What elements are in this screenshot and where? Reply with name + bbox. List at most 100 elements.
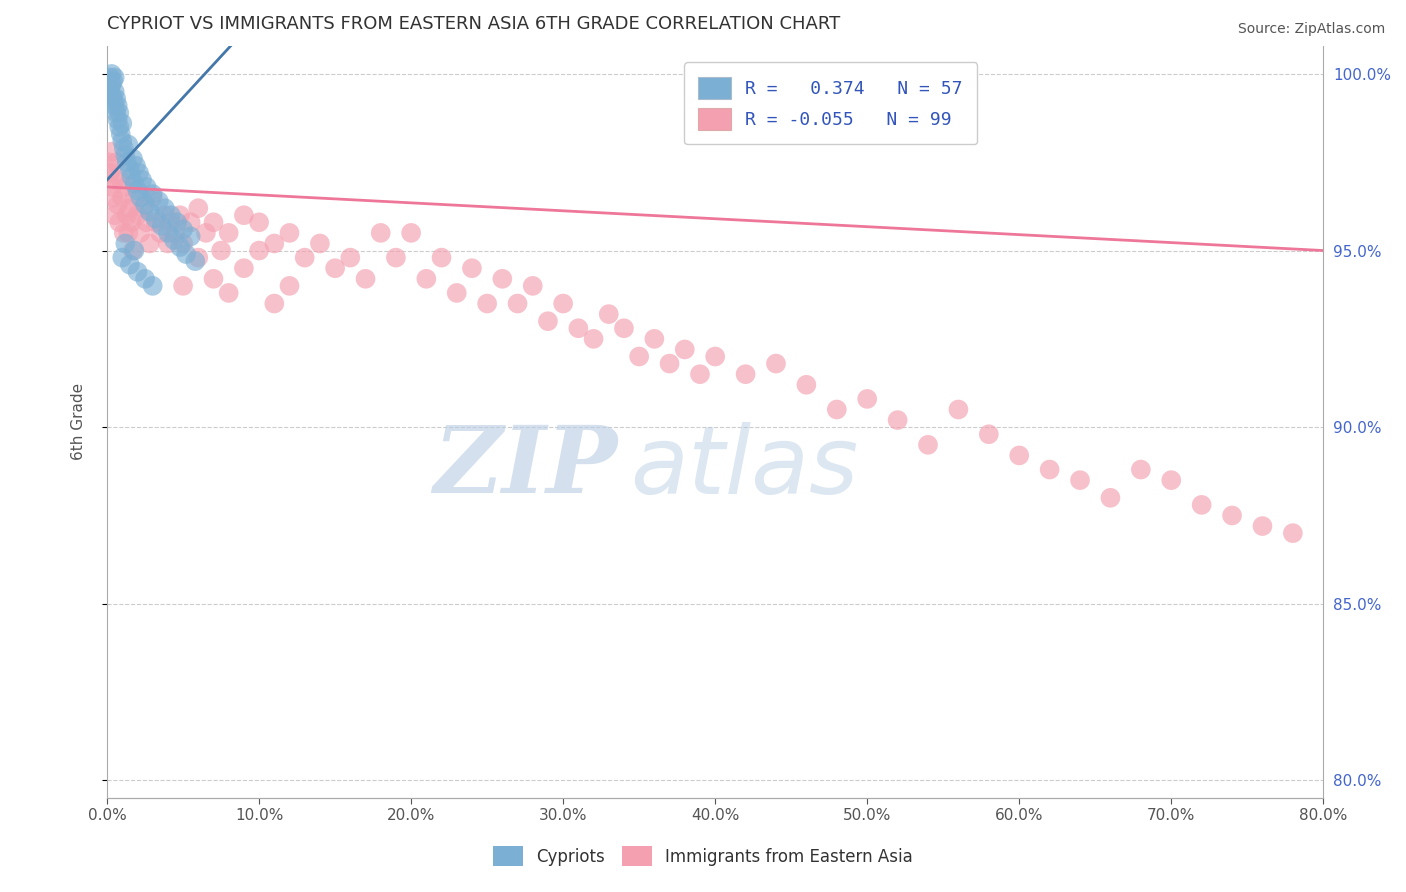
Point: [104, 85, 127, 99]
Point: [977, 427, 1000, 442]
Point: [399, 226, 422, 240]
Point: [491, 272, 513, 286]
Point: [856, 392, 879, 406]
Point: [122, 152, 145, 166]
Point: [917, 438, 939, 452]
Point: [105, 105, 128, 120]
Point: [97, 155, 120, 169]
Point: [138, 204, 160, 219]
Point: [202, 272, 225, 286]
Point: [114, 148, 136, 162]
Text: CYPRIOT VS IMMIGRANTS FROM EASTERN ASIA 6TH GRADE CORRELATION CHART: CYPRIOT VS IMMIGRANTS FROM EASTERN ASIA …: [107, 15, 841, 33]
Point: [117, 137, 139, 152]
Point: [886, 413, 908, 427]
Point: [1220, 508, 1243, 523]
Point: [218, 285, 240, 300]
Point: [765, 357, 787, 371]
Point: [134, 197, 156, 211]
Point: [796, 377, 818, 392]
Point: [209, 244, 232, 258]
Point: [172, 222, 194, 236]
Y-axis label: 6th Grade: 6th Grade: [72, 384, 86, 460]
Point: [673, 343, 696, 357]
Point: [172, 236, 194, 251]
Point: [704, 350, 727, 364]
Point: [125, 159, 148, 173]
Point: [145, 215, 167, 229]
Point: [166, 215, 188, 229]
Point: [825, 402, 848, 417]
Point: [124, 190, 146, 204]
Point: [98, 166, 121, 180]
Point: [169, 240, 191, 254]
Point: [263, 236, 285, 251]
Point: [309, 236, 332, 251]
Point: [1129, 462, 1152, 476]
Point: [475, 296, 498, 310]
Point: [100, 145, 122, 159]
Point: [111, 116, 134, 130]
Point: [1251, 519, 1274, 533]
Point: [108, 120, 131, 134]
Point: [104, 99, 127, 113]
Point: [132, 201, 155, 215]
Point: [339, 251, 361, 265]
Point: [150, 219, 173, 233]
Point: [149, 226, 172, 240]
Text: atlas: atlas: [630, 422, 858, 513]
Point: [129, 190, 152, 204]
Point: [104, 208, 127, 222]
Point: [131, 173, 153, 187]
Point: [118, 258, 141, 272]
Point: [153, 201, 176, 215]
Point: [184, 254, 207, 268]
Point: [148, 194, 170, 208]
Point: [153, 208, 176, 222]
Point: [101, 190, 124, 204]
Point: [108, 215, 131, 229]
Point: [163, 233, 186, 247]
Point: [115, 155, 138, 169]
Point: [111, 134, 134, 148]
Point: [218, 226, 240, 240]
Point: [135, 215, 157, 229]
Point: [1069, 473, 1091, 487]
Point: [172, 278, 194, 293]
Legend: R =   0.374   N = 57, R = -0.055   N = 99: R = 0.374 N = 57, R = -0.055 N = 99: [685, 62, 977, 145]
Point: [415, 272, 437, 286]
Point: [628, 350, 651, 364]
Point: [1191, 498, 1213, 512]
Point: [100, 67, 122, 81]
Point: [127, 265, 149, 279]
Point: [107, 112, 129, 127]
Point: [613, 321, 636, 335]
Point: [118, 201, 141, 215]
Point: [598, 307, 620, 321]
Point: [101, 74, 124, 88]
Point: [110, 127, 132, 141]
Point: [323, 261, 346, 276]
Point: [128, 166, 150, 180]
Point: [294, 251, 316, 265]
Point: [129, 226, 152, 240]
Point: [247, 244, 270, 258]
Point: [446, 285, 468, 300]
Point: [156, 226, 179, 240]
Point: [108, 105, 131, 120]
Point: [117, 226, 139, 240]
Point: [98, 70, 121, 85]
Point: [385, 251, 408, 265]
Point: [115, 208, 138, 222]
Point: [111, 190, 134, 204]
Point: [522, 278, 544, 293]
Point: [247, 215, 270, 229]
Point: [202, 215, 225, 229]
Point: [114, 180, 136, 194]
Point: [430, 251, 453, 265]
Point: [104, 70, 127, 85]
Point: [187, 201, 209, 215]
Point: [187, 251, 209, 265]
Point: [142, 278, 165, 293]
Point: [174, 247, 197, 261]
Point: [160, 208, 183, 222]
